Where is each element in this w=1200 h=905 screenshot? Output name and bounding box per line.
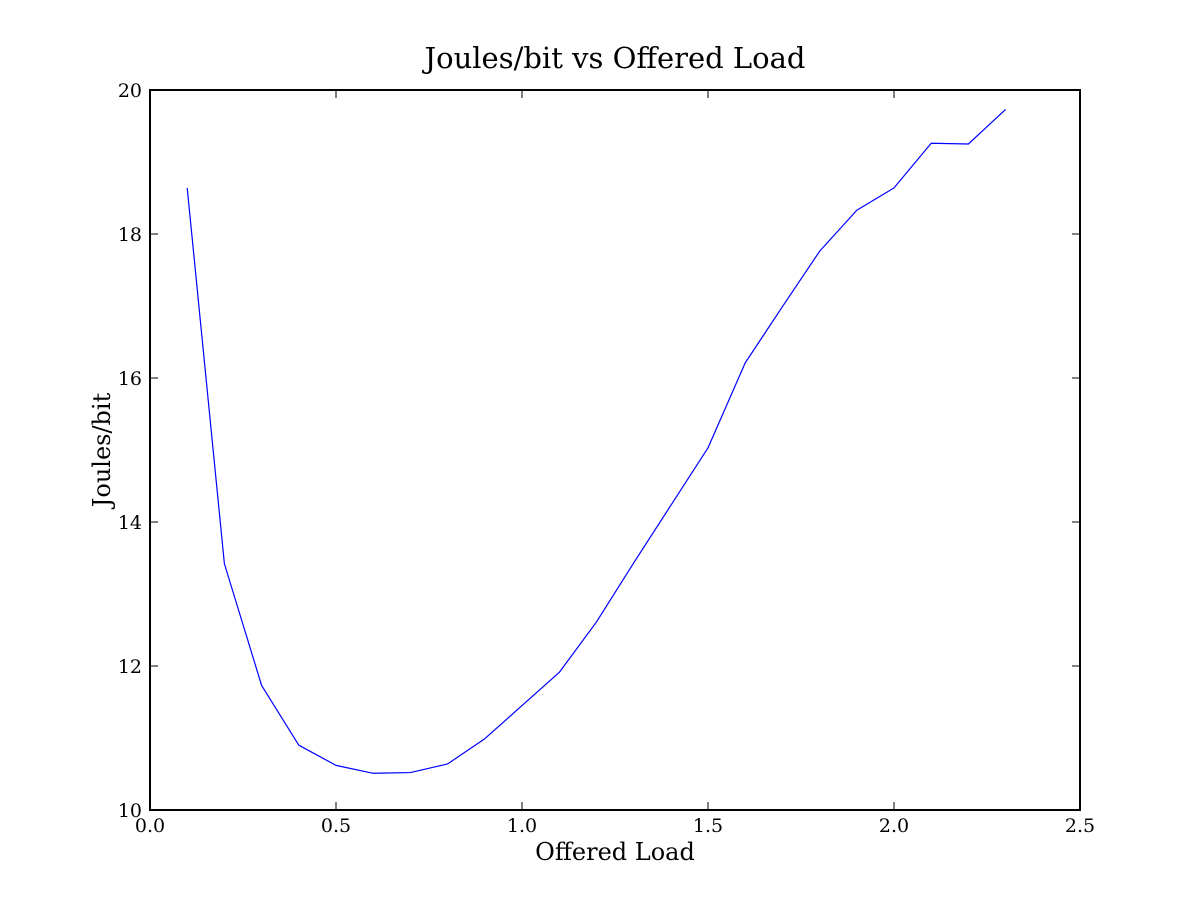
y-tick-label: 12 <box>118 656 142 678</box>
y-tick-label: 10 <box>118 800 142 822</box>
x-tick-label: 1.0 <box>507 815 537 837</box>
series-layer <box>186 109 1007 774</box>
x-tick-label: 2.5 <box>1065 815 1095 837</box>
y-axis-label: Joules/bit <box>88 392 116 510</box>
x-tick-label: 0.0 <box>135 815 165 837</box>
y-tick-label: 20 <box>118 80 142 102</box>
x-tick-label: 0.5 <box>321 815 351 837</box>
plot-frame <box>149 89 1081 811</box>
y-tick-label: 18 <box>118 224 142 246</box>
series-line <box>186 109 1007 774</box>
chart-title: Joules/bit vs Offered Load <box>422 41 806 75</box>
y-tick-label: 14 <box>118 512 142 534</box>
y-tick-label: 16 <box>118 368 142 390</box>
x-tick-label: 1.5 <box>693 815 723 837</box>
x-tick-label: 2.0 <box>879 815 909 837</box>
x-axis-label: Offered Load <box>535 838 695 866</box>
ticks-layer: 0.0 0.5 1.0 1.5 2.0 2.5 10 12 14 16 18 20 <box>118 80 1095 837</box>
plot-area <box>150 90 1080 810</box>
